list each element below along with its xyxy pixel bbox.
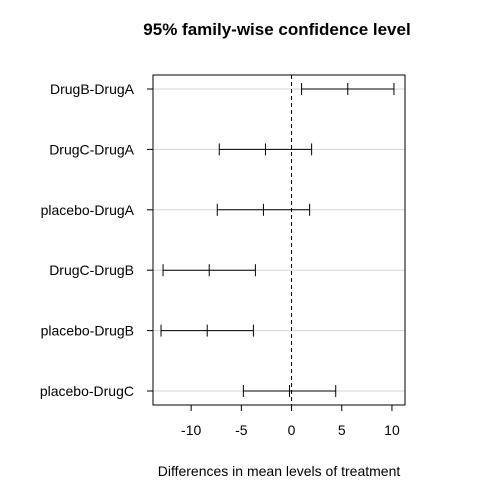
y-tick-label: placebo-DrugB [41, 323, 134, 339]
x-axis-label: Differences in mean levels of treatment [158, 463, 401, 479]
x-tick-label: 0 [288, 422, 296, 438]
y-tick-label: placebo-DrugC [40, 383, 134, 399]
x-tick-label: 5 [338, 422, 346, 438]
x-tick-label: -5 [235, 422, 248, 438]
chart-title: 95% family-wise confidence level [143, 20, 410, 39]
plot-area-frame [152, 74, 406, 406]
intervals [160, 83, 395, 397]
y-axis: DrugB-DrugA DrugC-DrugA placebo-DrugA DrugC… [40, 81, 153, 399]
gridlines [153, 88, 405, 392]
y-tick-label: placebo-DrugA [41, 202, 135, 218]
y-tick-label: DrugB-DrugA [50, 81, 135, 97]
y-tick-label: DrugC-DrugA [49, 141, 134, 157]
x-axis: -10 -5 0 5 10 [181, 405, 400, 438]
y-tick-label: DrugC-DrugB [49, 262, 134, 278]
x-tick-label: -10 [181, 422, 201, 438]
x-tick-label: 10 [384, 422, 400, 438]
